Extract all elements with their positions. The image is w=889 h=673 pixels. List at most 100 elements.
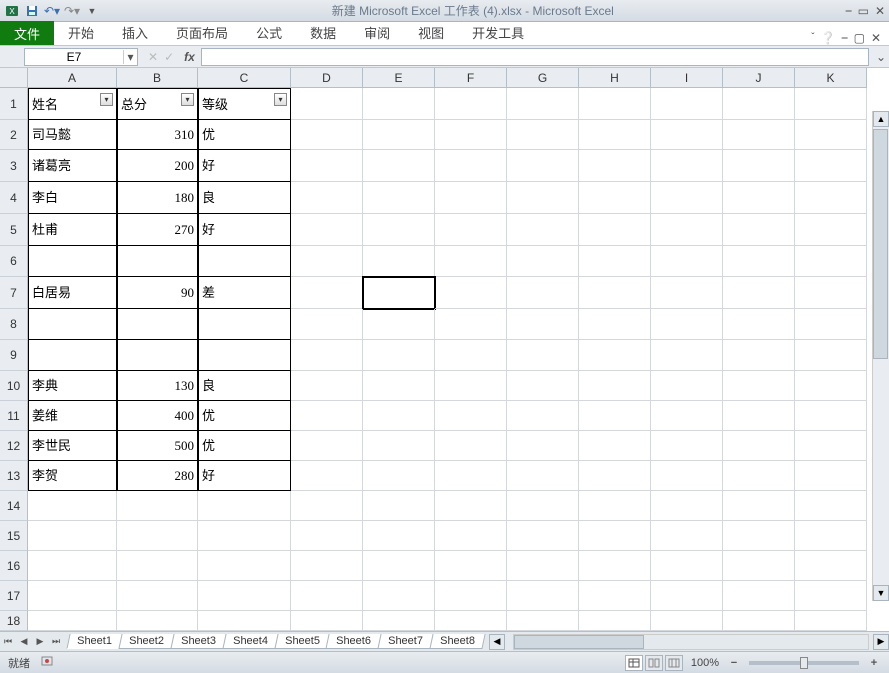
cell-H11[interactable] xyxy=(579,401,651,431)
cell-F12[interactable] xyxy=(435,431,507,461)
cell-I5[interactable] xyxy=(651,214,723,246)
cell-C18[interactable] xyxy=(198,611,291,631)
col-header-K[interactable]: K xyxy=(795,68,867,88)
cell-K11[interactable] xyxy=(795,401,867,431)
cell-C5[interactable]: 好 xyxy=(198,214,291,246)
page-break-view-icon[interactable] xyxy=(665,655,683,671)
ribbon-tab-5[interactable]: 审阅 xyxy=(350,20,404,45)
cell-I11[interactable] xyxy=(651,401,723,431)
cell-E18[interactable] xyxy=(363,611,435,631)
cell-J8[interactable] xyxy=(723,309,795,340)
cell-A7[interactable]: 白居易 xyxy=(28,277,117,309)
vscroll-thumb[interactable] xyxy=(873,129,888,359)
cell-G5[interactable] xyxy=(507,214,579,246)
cell-J3[interactable] xyxy=(723,150,795,182)
cell-J1[interactable] xyxy=(723,88,795,120)
cell-I2[interactable] xyxy=(651,120,723,150)
cell-B18[interactable] xyxy=(117,611,198,631)
cell-F17[interactable] xyxy=(435,581,507,611)
vertical-scrollbar[interactable]: ▲ ▼ xyxy=(872,111,889,601)
cell-G3[interactable] xyxy=(507,150,579,182)
scroll-up-icon[interactable]: ▲ xyxy=(873,111,889,127)
cell-D9[interactable] xyxy=(291,340,363,371)
cell-A14[interactable] xyxy=(28,491,117,521)
cell-K2[interactable] xyxy=(795,120,867,150)
cell-I12[interactable] xyxy=(651,431,723,461)
cell-C15[interactable] xyxy=(198,521,291,551)
cell-E6[interactable] xyxy=(363,246,435,277)
cell-B4[interactable]: 180 xyxy=(117,182,198,214)
cell-G16[interactable] xyxy=(507,551,579,581)
hscroll-left-icon[interactable]: ◀ xyxy=(489,634,505,650)
cell-I3[interactable] xyxy=(651,150,723,182)
cell-C6[interactable] xyxy=(198,246,291,277)
row-header-6[interactable]: 6 xyxy=(0,246,28,277)
cell-K10[interactable] xyxy=(795,371,867,401)
cell-H7[interactable] xyxy=(579,277,651,309)
save-icon[interactable] xyxy=(24,3,40,19)
cell-E2[interactable] xyxy=(363,120,435,150)
cell-H6[interactable] xyxy=(579,246,651,277)
cell-F4[interactable] xyxy=(435,182,507,214)
cell-A8[interactable] xyxy=(28,309,117,340)
col-header-I[interactable]: I xyxy=(651,68,723,88)
cell-A13[interactable]: 李贺 xyxy=(28,461,117,491)
cell-C1[interactable]: 等级▾ xyxy=(198,88,291,120)
cell-E13[interactable] xyxy=(363,461,435,491)
cell-C9[interactable] xyxy=(198,340,291,371)
cell-K9[interactable] xyxy=(795,340,867,371)
cell-H2[interactable] xyxy=(579,120,651,150)
cell-I18[interactable] xyxy=(651,611,723,631)
row-header-14[interactable]: 14 xyxy=(0,491,28,521)
cell-A2[interactable]: 司马懿 xyxy=(28,120,117,150)
cell-B5[interactable]: 270 xyxy=(117,214,198,246)
cell-C8[interactable] xyxy=(198,309,291,340)
ribbon-tab-0[interactable]: 开始 xyxy=(54,20,108,45)
cell-B1[interactable]: 总分▾ xyxy=(117,88,198,120)
cell-G7[interactable] xyxy=(507,277,579,309)
cell-H10[interactable] xyxy=(579,371,651,401)
cell-F13[interactable] xyxy=(435,461,507,491)
cell-C16[interactable] xyxy=(198,551,291,581)
cell-F2[interactable] xyxy=(435,120,507,150)
cell-I1[interactable] xyxy=(651,88,723,120)
cell-D11[interactable] xyxy=(291,401,363,431)
cell-E4[interactable] xyxy=(363,182,435,214)
macro-record-icon[interactable] xyxy=(40,654,54,671)
cell-C10[interactable]: 良 xyxy=(198,371,291,401)
cell-K6[interactable] xyxy=(795,246,867,277)
col-header-J[interactable]: J xyxy=(723,68,795,88)
cell-B7[interactable]: 90 xyxy=(117,277,198,309)
undo-icon[interactable]: ↶▾ xyxy=(44,3,60,19)
cell-B13[interactable]: 280 xyxy=(117,461,198,491)
cell-I15[interactable] xyxy=(651,521,723,551)
cell-I13[interactable] xyxy=(651,461,723,491)
cell-J13[interactable] xyxy=(723,461,795,491)
hscroll-thumb[interactable] xyxy=(514,635,644,649)
cell-J12[interactable] xyxy=(723,431,795,461)
col-header-C[interactable]: C xyxy=(198,68,291,88)
cell-J14[interactable] xyxy=(723,491,795,521)
cell-B17[interactable] xyxy=(117,581,198,611)
filter-button-3[interactable]: ▾ xyxy=(274,93,287,106)
expand-formula-icon[interactable]: ⌄ xyxy=(873,50,889,64)
normal-view-icon[interactable] xyxy=(625,655,643,671)
cell-K14[interactable] xyxy=(795,491,867,521)
cell-G4[interactable] xyxy=(507,182,579,214)
row-header-1[interactable]: 1 xyxy=(0,88,28,120)
cell-D10[interactable] xyxy=(291,371,363,401)
formula-input[interactable] xyxy=(201,48,869,66)
cell-A11[interactable]: 姜维 xyxy=(28,401,117,431)
cell-E17[interactable] xyxy=(363,581,435,611)
sheet-tab-Sheet8[interactable]: Sheet8 xyxy=(430,634,486,649)
cell-D8[interactable] xyxy=(291,309,363,340)
cell-A10[interactable]: 李典 xyxy=(28,371,117,401)
col-header-H[interactable]: H xyxy=(579,68,651,88)
cell-D3[interactable] xyxy=(291,150,363,182)
cell-E1[interactable] xyxy=(363,88,435,120)
row-header-12[interactable]: 12 xyxy=(0,431,28,461)
cell-B16[interactable] xyxy=(117,551,198,581)
cell-F16[interactable] xyxy=(435,551,507,581)
cell-G17[interactable] xyxy=(507,581,579,611)
cell-G9[interactable] xyxy=(507,340,579,371)
